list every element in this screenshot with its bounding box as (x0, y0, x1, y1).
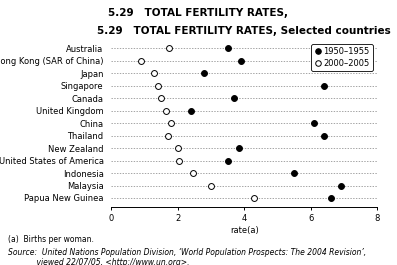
Point (328, 196, 334, 200)
Point (231, 96, 237, 100)
Text: Source:  United Nations Population Division, ‘World Population Prospects: The 20: Source: United Nations Population Divisi… (8, 248, 366, 257)
Point (251, 196, 257, 200)
Text: viewed 22/07/05, <http://www.un.org>.: viewed 22/07/05, <http://www.un.org>. (8, 258, 189, 265)
Point (337, 183, 344, 188)
Point (201, 71, 208, 76)
Text: 5.29   TOTAL FERTILITY RATES,: 5.29 TOTAL FERTILITY RATES, (108, 8, 289, 18)
Point (164, 134, 171, 138)
Point (311, 121, 317, 125)
Point (208, 183, 214, 188)
Point (154, 84, 161, 88)
Point (291, 171, 297, 175)
Point (168, 121, 174, 125)
Point (138, 59, 144, 63)
Title: 5.29   TOTAL FERTILITY RATES, Selected countries: 5.29 TOTAL FERTILITY RATES, Selected cou… (97, 26, 391, 36)
Point (321, 84, 327, 88)
Legend: 1950–1955, 2000–2005: 1950–1955, 2000–2005 (311, 44, 373, 71)
Point (175, 146, 181, 150)
X-axis label: rate(a): rate(a) (230, 226, 258, 235)
Point (188, 109, 194, 113)
Point (321, 134, 327, 138)
Point (166, 46, 173, 51)
Text: (a)  Births per woman.: (a) Births per woman. (8, 235, 94, 244)
Point (238, 59, 244, 63)
Point (224, 158, 231, 163)
Point (163, 109, 169, 113)
Point (189, 171, 196, 175)
Point (151, 71, 158, 76)
Point (224, 46, 231, 51)
Point (158, 96, 164, 100)
Point (176, 158, 182, 163)
Point (236, 146, 242, 150)
